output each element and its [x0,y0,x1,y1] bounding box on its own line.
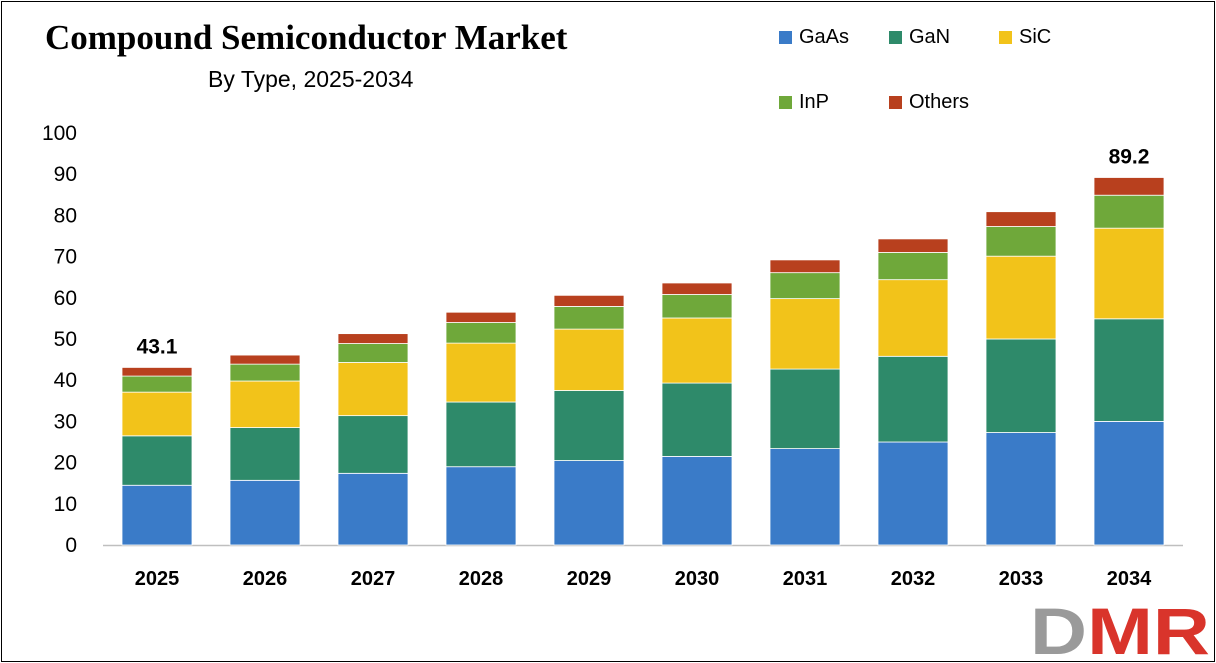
legend-label-sic: SiC [1019,26,1052,48]
x-tick-label: 2033 [999,568,1044,590]
svg-text:DMR: D MR [1030,600,1210,658]
bar-segment-gaas-2031 [769,448,841,546]
bar-segment-others-2032 [877,238,949,253]
legend-label-gan: GaN [909,26,951,48]
bar-segment-gan-2029 [553,390,625,461]
legend-item-sic: SiC [999,26,1051,49]
bar-segment-gaas-2032 [877,441,949,546]
legend-swatch-gaas [779,31,792,44]
bar-segment-sic-2029 [553,328,625,391]
legend-label-others: Others [909,91,970,113]
y-tick-label: 80 [54,204,77,227]
bar-segment-sic-2033 [985,255,1057,340]
x-tick-label: 2028 [459,568,504,590]
legend-swatch-gan [889,31,902,44]
y-tick-label: 90 [54,163,77,186]
bar-segment-inp-2033 [985,226,1057,257]
bar-segment-others-2034 [1093,177,1165,196]
bar-segment-others-2031 [769,259,841,274]
bar-segment-gaas-2033 [985,432,1057,546]
chart-title: Compound Semiconductor Market [45,18,568,57]
bar-segment-inp-2032 [877,252,949,281]
bar-segment-inp-2028 [445,322,517,344]
bar-segment-sic-2025 [121,391,193,437]
bar-segment-inp-2030 [661,294,733,319]
legend-label-gaas: GaAs [799,26,850,48]
bar-segment-others-2027 [337,333,409,344]
bar-segment-sic-2027 [337,362,409,417]
legend-item-gan: GaN [889,26,950,49]
data-label-total-2025: 43.1 [137,335,178,358]
bar-segment-gaas-2034 [1093,420,1165,546]
x-tick-label: 2030 [675,568,720,590]
legend-item-inp: InP [779,91,829,114]
bar-segment-sic-2026 [229,380,301,428]
y-tick-label: 60 [54,287,77,310]
x-tick-label: 2031 [783,568,828,590]
bar-segment-others-2028 [445,311,517,323]
y-tick-label: 30 [54,410,77,433]
bar-segment-inp-2031 [769,272,841,300]
legend-swatch-sic [999,31,1012,44]
bar-segment-gaas-2027 [337,472,409,546]
x-tick-label: 2034 [1107,568,1152,590]
bar-segment-sic-2031 [769,298,841,370]
y-tick-label: 20 [54,452,77,475]
bar-segment-sic-2028 [445,342,517,403]
y-tick-label: 50 [54,328,77,351]
bar-segment-others-2033 [985,211,1057,227]
bar-segment-inp-2029 [553,306,625,330]
bar-segment-gan-2028 [445,401,517,468]
bar-segment-others-2026 [229,354,301,365]
y-tick-label: 10 [54,493,77,516]
bar-segment-gaas-2028 [445,466,517,546]
bar-segment-gan-2026 [229,427,301,481]
bar-segment-others-2030 [661,282,733,295]
bar-segment-inp-2034 [1093,194,1165,229]
legend-swatch-others [889,96,902,109]
bar-segment-others-2029 [553,294,625,307]
x-tick-label: 2032 [891,568,936,590]
bar-segment-inp-2027 [337,343,409,363]
legend-item-gaas: GaAs [779,26,849,49]
bar-segment-gan-2032 [877,355,949,443]
bar-segment-gan-2025 [121,435,193,486]
legend-label-inp: InP [799,91,830,113]
bar-segment-gaas-2029 [553,460,625,546]
bar-segment-gan-2031 [769,368,841,449]
bar-segment-inp-2026 [229,363,301,382]
bar-segment-others-2025 [121,367,193,377]
y-tick-label: 0 [65,534,77,557]
bar-segment-gan-2030 [661,382,733,457]
bar-segment-gaas-2025 [121,484,193,546]
bar-segment-gaas-2026 [229,479,301,546]
bar-segment-gan-2027 [337,415,409,474]
bar-segment-inp-2025 [121,375,193,393]
bar-segment-gaas-2030 [661,456,733,546]
chart-subtitle: By Type, 2025-2034 [208,66,414,92]
y-tick-label: 100 [42,122,77,145]
bar-segment-sic-2030 [661,317,733,384]
bar-segment-gan-2034 [1093,318,1165,422]
y-tick-label: 70 [54,246,77,269]
legend-swatch-inp [779,96,792,109]
x-tick-label: 2029 [567,568,612,590]
bar-segment-sic-2032 [877,279,949,357]
bar-segment-gan-2033 [985,338,1057,433]
x-tick-label: 2025 [135,568,180,590]
legend-item-others: Others [889,91,969,114]
x-tick-label: 2026 [243,568,288,590]
bar-segment-sic-2034 [1093,227,1165,320]
y-tick-label: 40 [54,369,77,392]
data-label-total-2034: 89.2 [1109,145,1150,168]
dmr-logo: D MR [1030,600,1210,658]
x-tick-label: 2027 [351,568,396,590]
